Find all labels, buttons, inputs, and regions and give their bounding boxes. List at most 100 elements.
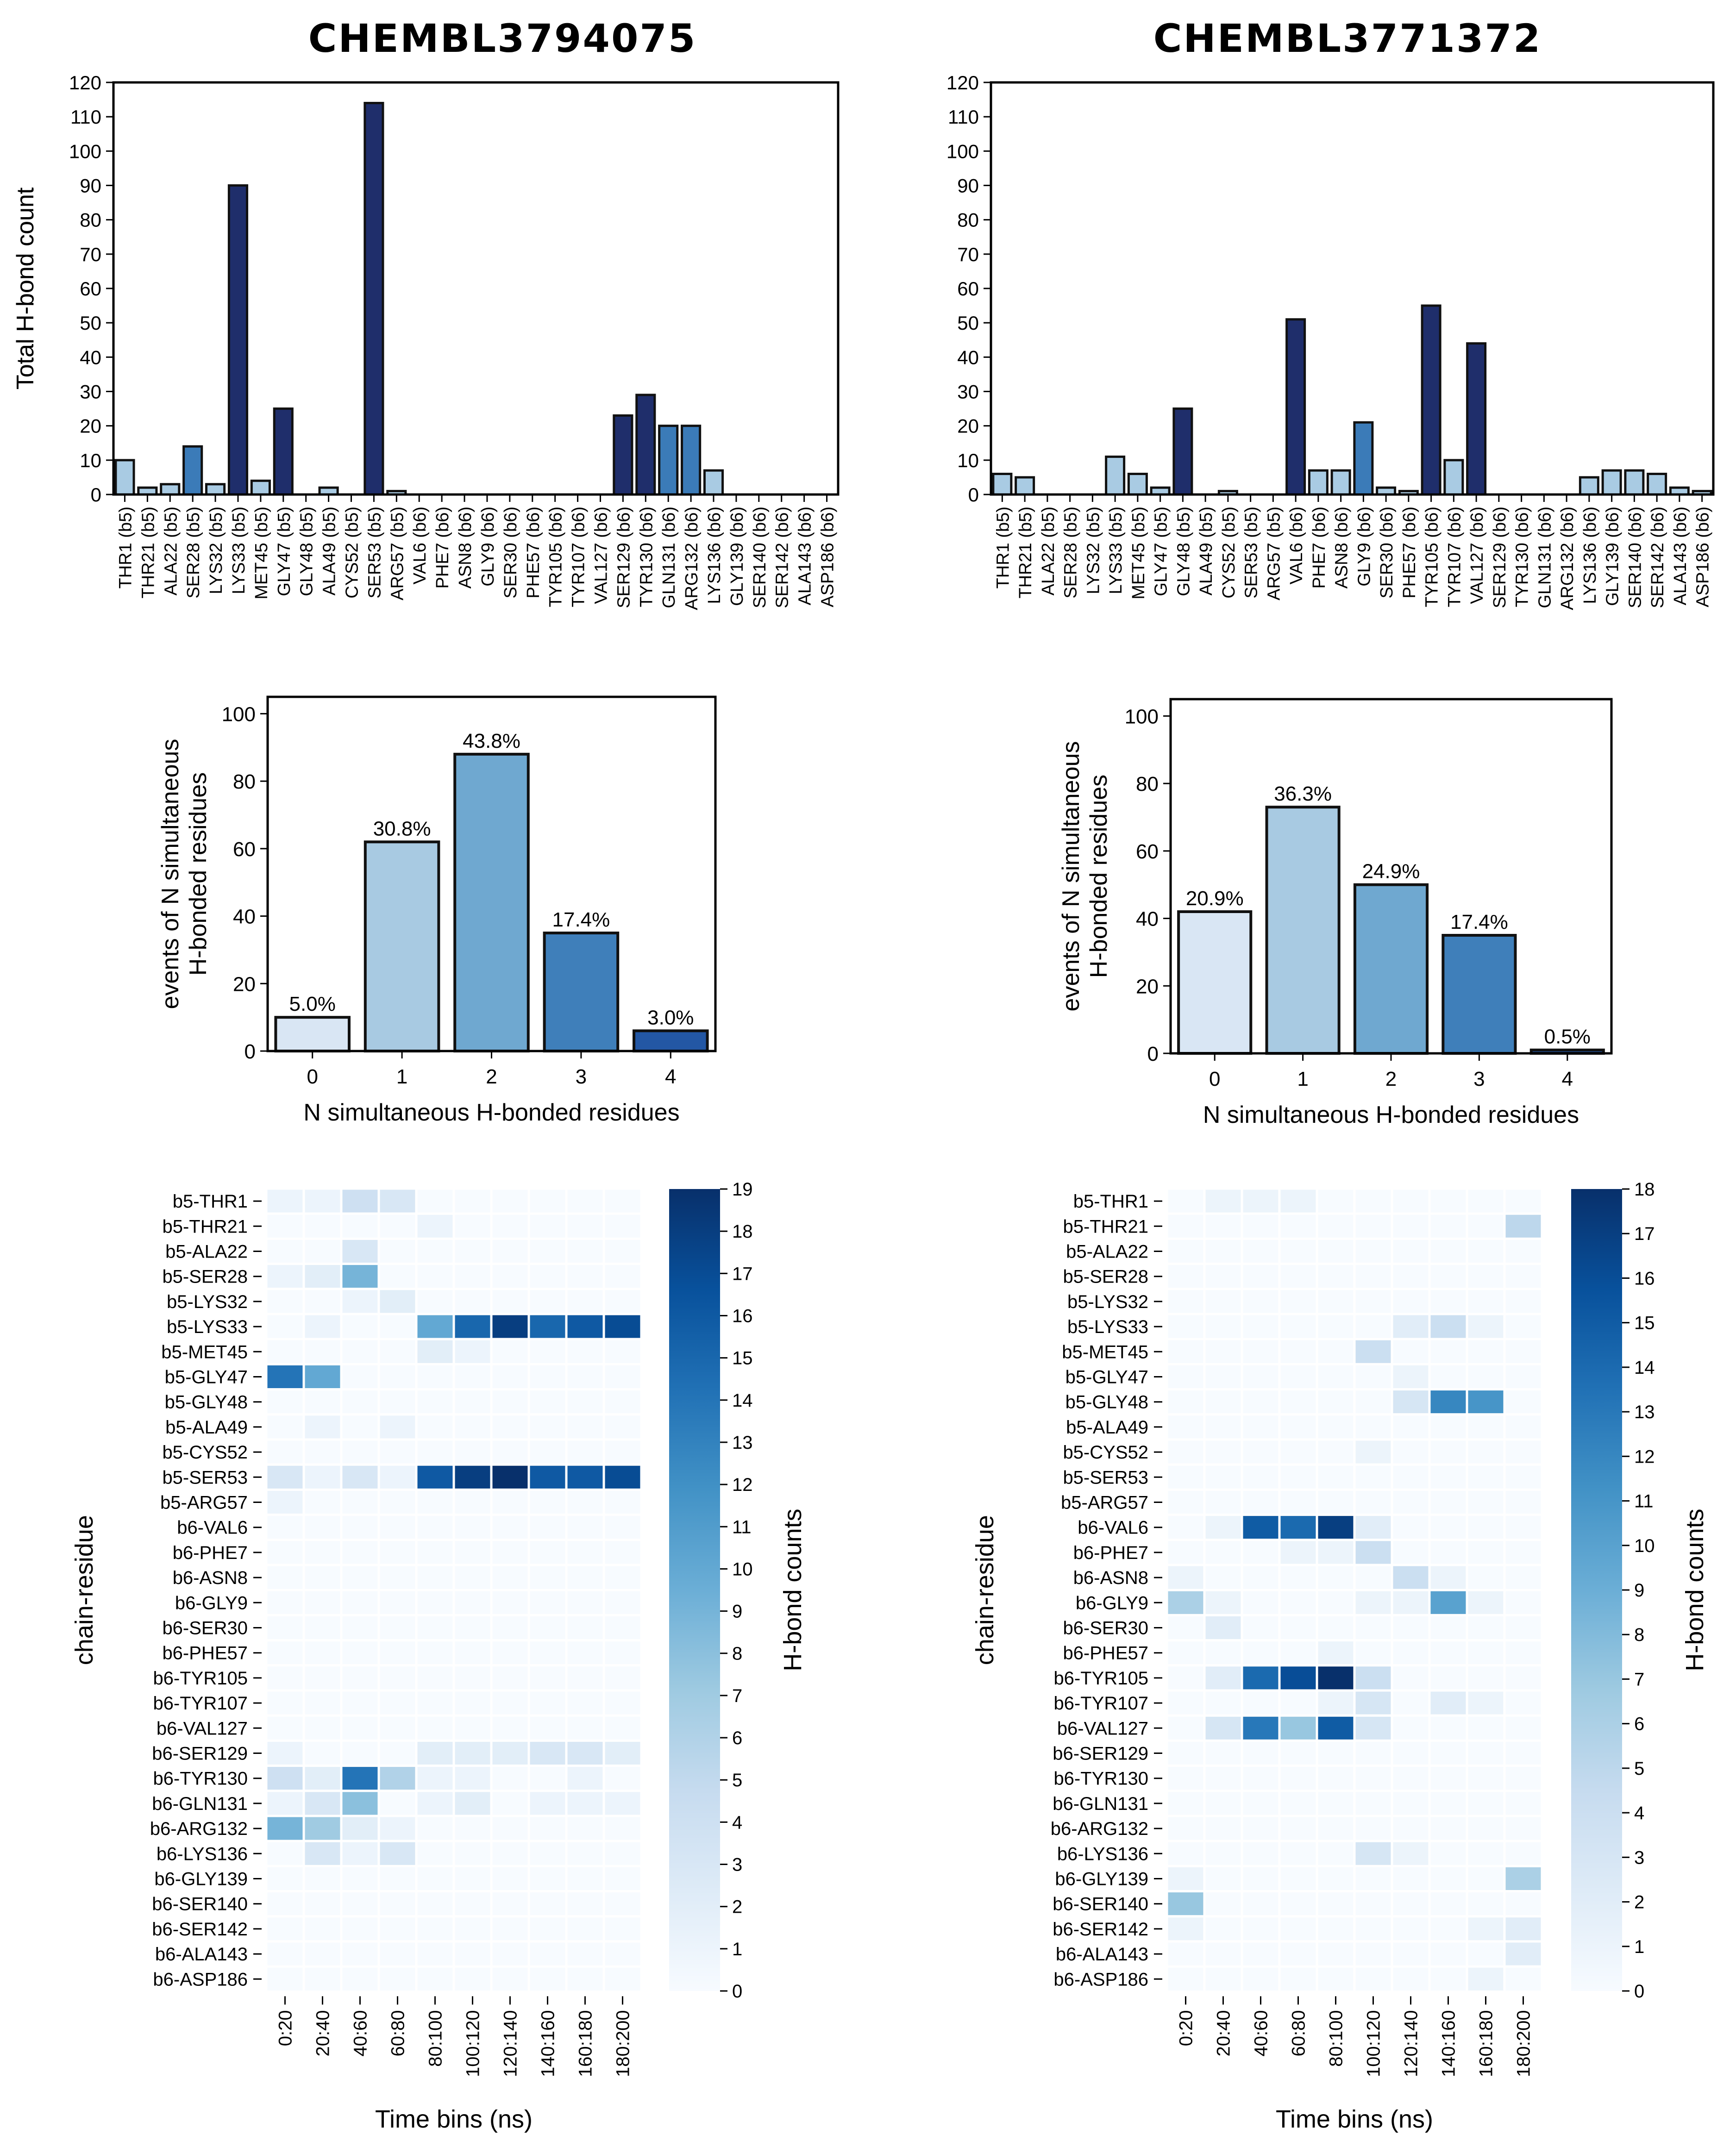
x-tick-label: CYS52 (b5) [1219, 507, 1239, 599]
n-simultaneous-chart-right: 0 20 40 60 80 100 20.9% 0 36.3% 1 24.9% 2 17.4% 3 0.5%… [1058, 698, 1613, 1128]
heatmap-cell [602, 1915, 643, 1943]
heatmap-cell [1166, 1514, 1206, 1541]
heatmap-cell [452, 1363, 493, 1391]
heatmap-cell [527, 1488, 568, 1516]
heatmap-cell [1316, 1815, 1356, 1842]
heatmap-cell [1466, 1263, 1506, 1290]
heatmap-cell [377, 1739, 418, 1767]
heatmap-cell [490, 1564, 530, 1591]
colorbar-tick-label: 14 [1634, 1358, 1655, 1378]
row-label: b5-THR1 [1073, 1191, 1148, 1212]
heatmap-cell [1466, 1363, 1506, 1391]
heatmap-cell [1428, 1413, 1468, 1441]
heatmap-cell [302, 1438, 343, 1466]
x-tick-label: SER142 (b6) [773, 507, 792, 608]
row-label: b6-GLY139 [1055, 1869, 1148, 1890]
x-tick-label: 1 [396, 1065, 407, 1088]
heatmap-cell [1466, 1840, 1506, 1867]
colorbar-tick-label: 10 [732, 1559, 753, 1579]
heatmap-cell [415, 1664, 455, 1692]
heatmap-cell [1391, 1840, 1431, 1867]
plot-frame [266, 695, 717, 1052]
heatmap-cell [377, 1237, 418, 1265]
heatmap-cell [602, 1865, 643, 1893]
row-label: b6-TYR130 [1053, 1769, 1148, 1789]
heatmap-cell [1466, 1187, 1506, 1215]
row-label: b5-THR1 [173, 1191, 248, 1212]
heatmap-cell [1316, 1890, 1356, 1918]
heatmap-cell [415, 1313, 455, 1340]
heatmap-cell [452, 1915, 493, 1943]
heatmap-cell [1503, 1212, 1543, 1240]
heatmap-cell [1503, 1237, 1543, 1265]
colorbar-tick-label: 16 [732, 1306, 753, 1326]
heatmap-cell [490, 1237, 530, 1265]
heatmap-cell [1428, 1765, 1468, 1792]
heatmap-cell [1466, 1514, 1506, 1541]
heatmap-cell [452, 1514, 493, 1541]
bar-percent-label: 36.3% [1274, 782, 1332, 805]
row-label: b5-GLY48 [1065, 1392, 1148, 1413]
heatmap-cell [302, 1263, 343, 1290]
x-tick-label: GLN131 (b6) [659, 507, 679, 608]
x-tick-label: TYR130 (b6) [637, 507, 656, 607]
heatmap-cell [415, 1539, 455, 1566]
x-tick-label: 4 [665, 1065, 676, 1088]
heatmap-cell [1316, 1488, 1356, 1516]
y-tick-label: 70 [957, 244, 979, 265]
heatmap-cell [1203, 1664, 1243, 1692]
heatmap-cell [527, 1815, 568, 1842]
heatmap-cell [490, 1790, 530, 1817]
x-tick-label: LYS33 (b5) [229, 507, 249, 594]
heatmap-cell [302, 1915, 343, 1943]
bar-percent-label: 0.5% [1544, 1026, 1591, 1048]
bar-ala22 [160, 483, 181, 496]
heatmap-cell [452, 1463, 493, 1491]
y-tick-label: 20 [1136, 975, 1159, 998]
heatmap-cell [1466, 1288, 1506, 1315]
heatmap-cell [1166, 1288, 1206, 1315]
heatmap-cell [1466, 1915, 1506, 1943]
heatmap-cell [565, 1790, 605, 1817]
heatmap-cell [265, 1739, 305, 1767]
heatmap-cell [1278, 1313, 1318, 1340]
heatmap-cell [1316, 1739, 1356, 1767]
y-tick-label: 80 [957, 209, 979, 231]
row-label: b6-PHE57 [1063, 1643, 1148, 1664]
heatmap-cell [377, 1187, 418, 1215]
bar-gly48 [1172, 407, 1193, 496]
y-axis-label: chain-residue [971, 1515, 999, 1665]
heatmap-cell [1503, 1639, 1543, 1667]
heatmap-cell [1241, 1363, 1281, 1391]
heatmap-cell [1466, 1765, 1506, 1792]
bar-ser28 [182, 445, 203, 496]
heatmap-cell [415, 1965, 455, 1993]
heatmap-cell [1203, 1488, 1243, 1516]
row-label: b6-SER142 [1053, 1919, 1148, 1940]
heatmap-cell [415, 1915, 455, 1943]
x-tick-label: TYR105 (b6) [1423, 507, 1442, 607]
bar-thr1 [992, 473, 1013, 496]
heatmap-cell [340, 1564, 380, 1591]
heatmap-cell [1391, 1463, 1431, 1491]
y-tick-label: 90 [80, 175, 101, 197]
heatmap-cell [302, 1338, 343, 1365]
heatmap-cell [527, 1438, 568, 1466]
y-tick-label: 10 [957, 450, 979, 471]
x-tick-label: ASP186 (b6) [818, 507, 838, 607]
heatmap-cell [265, 1438, 305, 1466]
colorbar [1571, 1189, 1622, 1991]
heatmap-cell [527, 1739, 568, 1767]
heatmap-cell [1316, 1187, 1356, 1215]
row-label: b5-SER53 [1063, 1467, 1148, 1488]
row-label: b6-TYR105 [153, 1668, 248, 1689]
bar-asn8 [1330, 469, 1351, 496]
y-tick-label: 20 [80, 415, 101, 437]
y-tick-label: 40 [1136, 908, 1159, 931]
row-label: b6-SER129 [1053, 1744, 1148, 1764]
x-tick-label: 100:120 [1364, 2010, 1384, 2077]
heatmap-cell [1466, 1438, 1506, 1466]
heatmap-cell [302, 1589, 343, 1616]
heatmap-cell [1203, 1514, 1243, 1541]
heatmap-cell [1203, 1539, 1243, 1566]
